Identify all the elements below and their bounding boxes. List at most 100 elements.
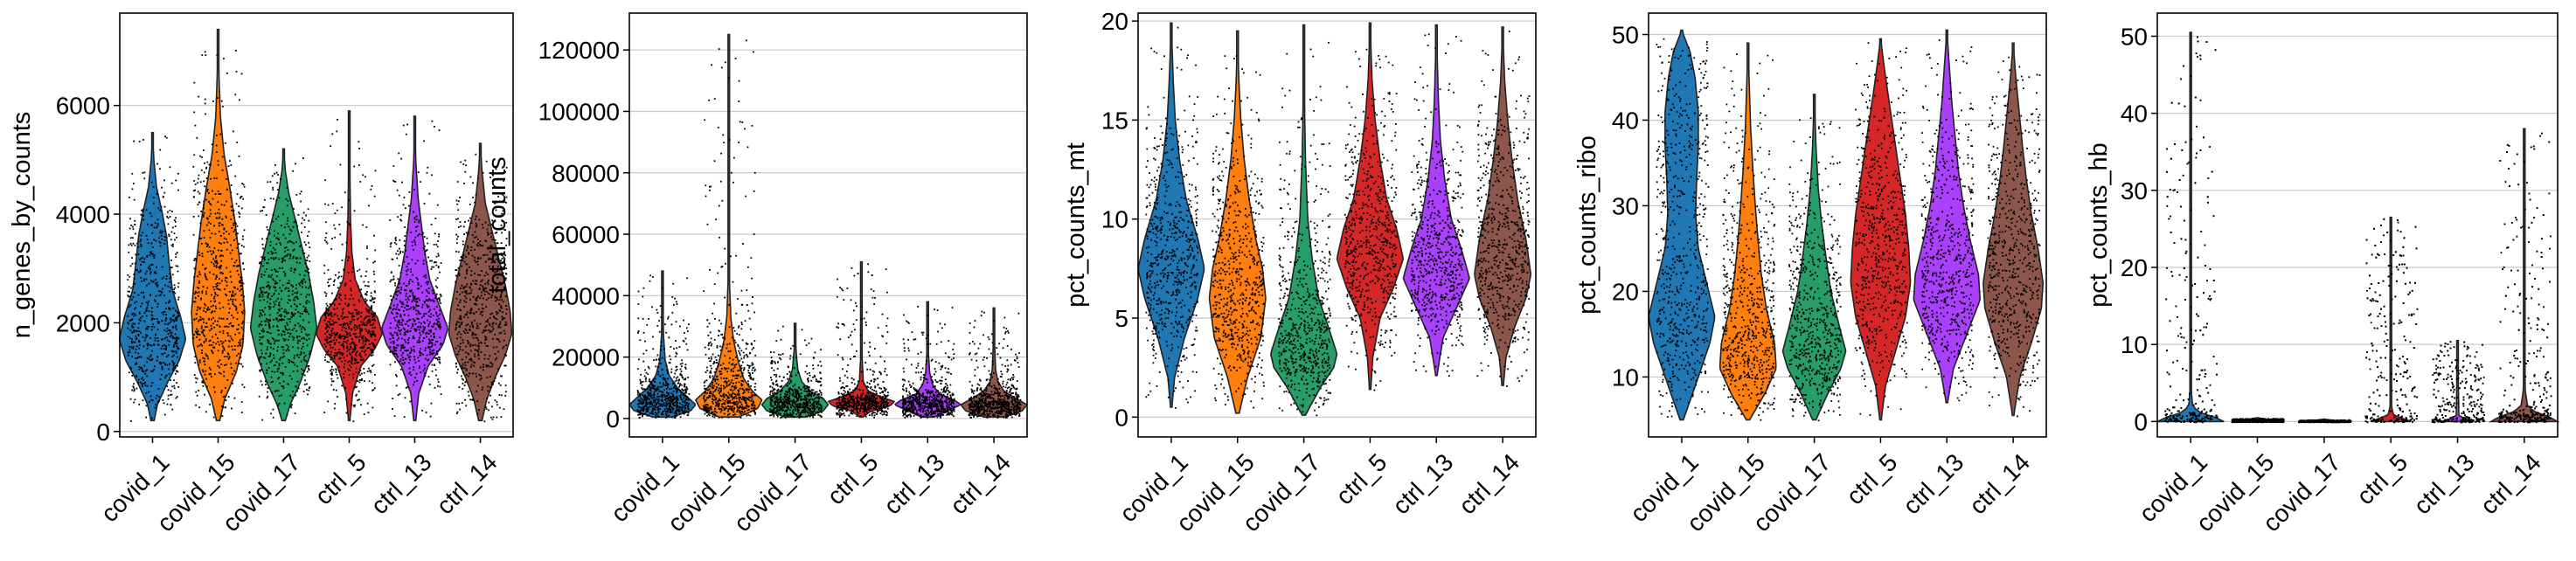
observation-dot xyxy=(437,378,439,381)
observation-dot xyxy=(161,368,163,371)
observation-dot xyxy=(389,346,392,349)
observation-dot xyxy=(642,360,645,363)
observation-dot xyxy=(435,244,438,246)
observation-dot xyxy=(199,307,202,309)
observation-dot xyxy=(427,166,429,169)
observation-dot xyxy=(222,341,225,343)
observation-dot xyxy=(292,299,295,301)
observation-dot xyxy=(684,395,686,397)
observation-dot xyxy=(225,387,226,389)
observation-dot xyxy=(220,254,222,257)
observation-dot xyxy=(133,388,135,391)
observation-dot xyxy=(675,301,677,303)
observation-dot xyxy=(397,278,399,280)
observation-dot xyxy=(165,275,168,277)
observation-dot xyxy=(638,400,641,403)
observation-dot xyxy=(330,145,332,148)
observation-dot xyxy=(344,327,346,329)
observation-dot xyxy=(354,353,357,356)
observation-dot xyxy=(400,219,402,222)
observation-dot xyxy=(306,267,309,269)
observation-dot xyxy=(738,394,740,397)
observation-dot xyxy=(231,210,233,211)
observation-dot xyxy=(259,295,261,298)
observation-dot xyxy=(482,254,484,257)
observation-dot xyxy=(435,352,438,355)
observation-dot xyxy=(366,245,368,247)
observation-dot xyxy=(676,403,678,405)
observation-dot xyxy=(271,371,274,373)
observation-dot xyxy=(678,408,680,411)
observation-dot xyxy=(203,171,205,174)
observation-dot xyxy=(710,337,712,340)
observation-dot xyxy=(242,335,245,337)
observation-dot xyxy=(133,401,135,404)
observation-dot xyxy=(436,246,439,248)
observation-dot xyxy=(409,279,412,280)
observation-dot xyxy=(398,265,400,267)
observation-dot xyxy=(140,264,142,266)
observation-dot xyxy=(373,318,376,320)
observation-dot xyxy=(399,358,402,361)
observation-dot xyxy=(354,324,357,326)
observation-dot xyxy=(264,313,266,315)
observation-dot xyxy=(435,319,438,321)
observation-dot xyxy=(370,324,371,326)
observation-dot xyxy=(366,258,369,260)
observation-dot xyxy=(176,336,177,338)
observation-dot xyxy=(173,366,176,369)
observation-dot xyxy=(426,354,428,357)
observation-dot xyxy=(729,350,732,352)
observation-dot xyxy=(218,193,220,195)
observation-dot xyxy=(390,341,392,343)
observation-dot xyxy=(501,267,503,269)
observation-dot xyxy=(418,312,420,315)
observation-dot xyxy=(305,360,308,363)
observation-dot xyxy=(143,339,146,342)
observation-dot xyxy=(367,309,370,311)
observation-dot xyxy=(433,323,435,326)
observation-dot xyxy=(277,334,280,336)
observation-dot xyxy=(725,262,726,265)
observation-dot xyxy=(465,164,467,167)
observation-dot xyxy=(200,343,202,345)
observation-dot xyxy=(476,244,478,246)
observation-dot xyxy=(261,238,264,240)
observation-dot xyxy=(498,406,501,409)
observation-dot xyxy=(498,281,501,284)
observation-dot xyxy=(163,329,166,331)
observation-dot xyxy=(479,366,482,369)
observation-dot xyxy=(266,331,268,333)
observation-dot xyxy=(374,387,376,390)
observation-dot xyxy=(278,197,281,199)
observation-dot xyxy=(272,380,274,383)
observation-dot xyxy=(128,290,131,293)
observation-dot xyxy=(418,221,420,224)
observation-dot xyxy=(152,255,155,257)
observation-dot xyxy=(637,405,640,408)
observation-dot xyxy=(400,157,402,160)
observation-dot xyxy=(670,406,673,408)
observation-dot xyxy=(206,161,209,163)
observation-dot xyxy=(395,312,398,315)
observation-dot xyxy=(299,312,302,315)
observation-dot xyxy=(485,321,488,322)
observation-dot xyxy=(233,210,235,211)
observation-dot xyxy=(169,331,171,334)
observation-dot xyxy=(333,284,335,286)
observation-dot xyxy=(485,287,487,289)
observation-dot xyxy=(262,357,265,359)
observation-dot xyxy=(308,254,310,257)
observation-dot xyxy=(209,203,212,204)
observation-dot xyxy=(166,403,169,405)
observation-dot xyxy=(496,242,499,245)
observation-dot xyxy=(733,411,735,413)
observation-dot xyxy=(405,289,407,292)
observation-dot xyxy=(333,407,336,410)
observation-dot xyxy=(198,174,200,177)
observation-dot xyxy=(277,390,280,392)
observation-dot xyxy=(455,238,458,240)
observation-dot xyxy=(172,369,175,371)
observation-dot xyxy=(342,352,344,355)
observation-dot xyxy=(264,320,266,322)
